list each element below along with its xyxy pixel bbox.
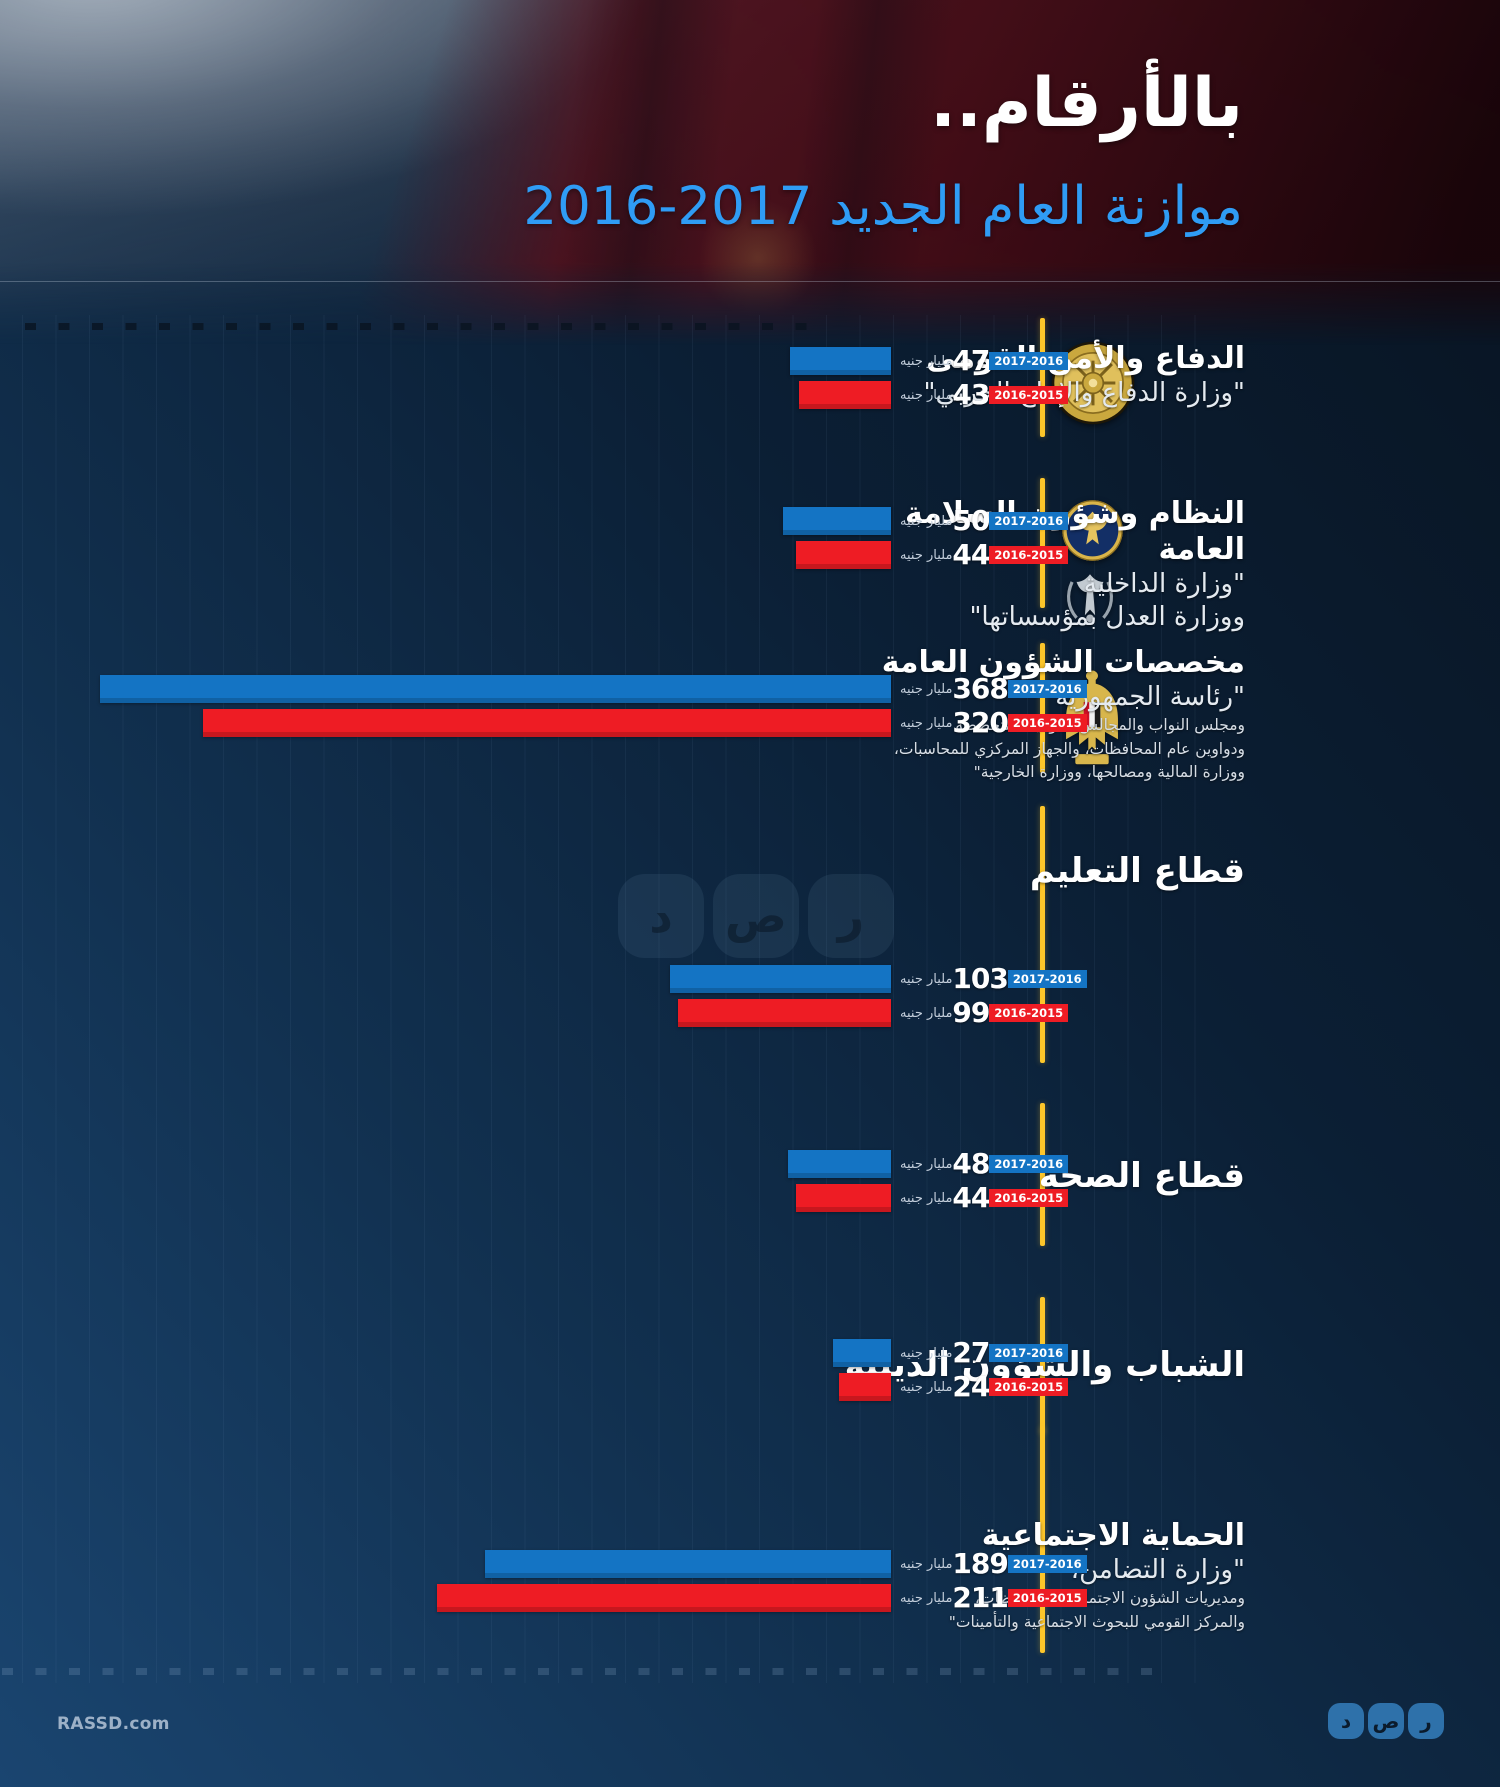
- watermark-tile: د: [618, 874, 704, 958]
- watermark-letter: د: [649, 889, 673, 943]
- watermark-letter: ص: [725, 889, 787, 943]
- watermark-letter: ر: [837, 889, 865, 943]
- watermark-tile: ص: [713, 874, 799, 958]
- watermark-tile: ر: [808, 874, 894, 958]
- logo-letter: ص: [1372, 1709, 1400, 1733]
- background-gridlines: [22, 315, 1214, 1683]
- site-url: RASSD.com: [57, 1714, 170, 1734]
- page-subtitle: موازنة العام الجديد 2017-2016: [523, 176, 1243, 237]
- tick-row-top: [25, 323, 815, 330]
- logo-tile: ص: [1368, 1703, 1404, 1739]
- logo-tile: د: [1328, 1703, 1364, 1739]
- logo-tile: ر: [1408, 1703, 1444, 1739]
- page-title: بالأرقام..: [930, 64, 1244, 143]
- logo-letter: ر: [1420, 1709, 1432, 1733]
- egypt-flag-backdrop: [0, 0, 1500, 345]
- header-divider: [0, 281, 1500, 282]
- tick-row-bottom: [2, 1668, 1167, 1675]
- logo-letter: د: [1340, 1709, 1352, 1733]
